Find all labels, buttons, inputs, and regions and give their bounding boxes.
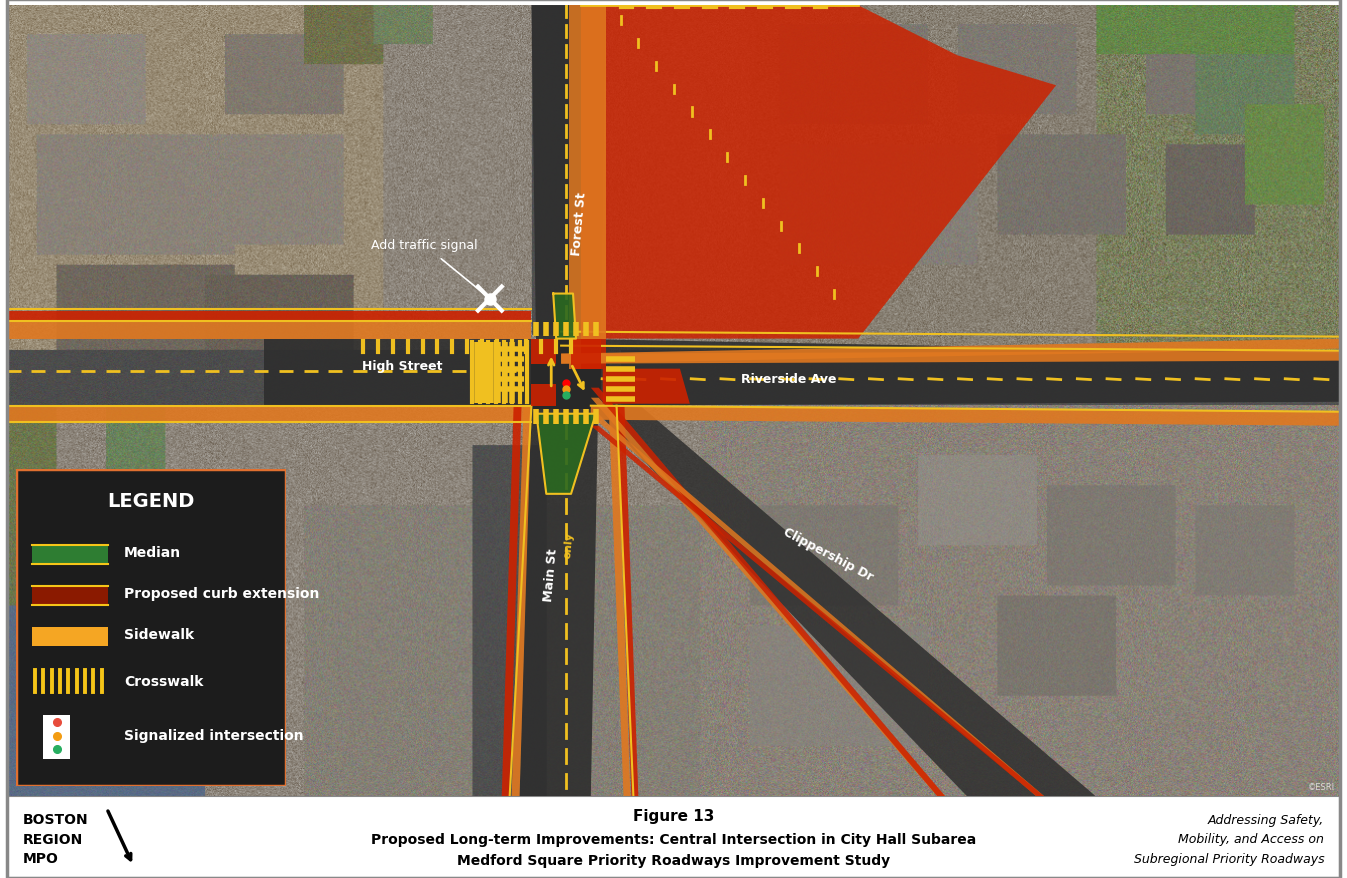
Polygon shape	[7, 407, 532, 422]
Polygon shape	[520, 374, 599, 796]
Polygon shape	[571, 339, 601, 370]
Text: ©ESRI: ©ESRI	[1308, 782, 1335, 791]
Text: LEGEND: LEGEND	[108, 492, 194, 511]
Polygon shape	[591, 426, 1044, 796]
Text: Addressing Safety,: Addressing Safety,	[1208, 813, 1324, 825]
Bar	[32, 586, 108, 605]
Text: only: only	[563, 530, 575, 558]
Polygon shape	[532, 6, 606, 374]
Polygon shape	[501, 407, 521, 796]
FancyBboxPatch shape	[16, 470, 286, 786]
Polygon shape	[536, 414, 595, 494]
Polygon shape	[568, 6, 581, 370]
Text: Medford Square Priority Roadways Improvement Study: Medford Square Priority Roadways Improve…	[457, 853, 890, 867]
Polygon shape	[591, 407, 1340, 426]
Bar	[43, 715, 70, 759]
Text: MPO: MPO	[23, 852, 59, 866]
Polygon shape	[562, 339, 1340, 364]
Polygon shape	[609, 407, 630, 796]
Text: REGION: REGION	[23, 831, 84, 846]
Text: Signalized intersection: Signalized intersection	[124, 728, 303, 742]
Polygon shape	[554, 294, 577, 339]
Text: High Street: High Street	[362, 360, 443, 373]
Polygon shape	[512, 407, 532, 796]
Text: BOSTON: BOSTON	[23, 812, 89, 826]
Polygon shape	[264, 339, 562, 407]
Text: Proposed Long-term Improvements: Central Intersection in City Hall Subarea: Proposed Long-term Improvements: Central…	[370, 831, 977, 846]
Polygon shape	[7, 311, 532, 321]
Text: Forest St: Forest St	[570, 192, 589, 256]
Text: Proposed curb extension: Proposed curb extension	[124, 586, 319, 600]
Polygon shape	[532, 385, 556, 407]
Bar	[532, 339, 601, 409]
Polygon shape	[591, 407, 1095, 796]
Bar	[32, 545, 108, 564]
Polygon shape	[602, 370, 690, 404]
Text: Main St: Main St	[543, 547, 560, 601]
Text: Clippership Dr: Clippership Dr	[781, 525, 876, 583]
Polygon shape	[606, 6, 1056, 339]
Polygon shape	[591, 388, 946, 796]
Text: Sidewalk: Sidewalk	[124, 627, 194, 641]
Polygon shape	[581, 6, 606, 370]
Text: Mobility, and Access on: Mobility, and Access on	[1179, 832, 1324, 846]
Text: Riverside Ave: Riverside Ave	[741, 373, 836, 385]
Polygon shape	[562, 351, 1340, 364]
Bar	[32, 627, 108, 646]
Polygon shape	[7, 321, 532, 339]
Text: Median: Median	[124, 545, 180, 559]
Polygon shape	[591, 399, 946, 796]
Polygon shape	[617, 407, 638, 796]
Text: Figure 13: Figure 13	[633, 809, 714, 824]
Polygon shape	[532, 339, 556, 364]
Text: Add traffic signal: Add traffic signal	[370, 239, 488, 298]
Polygon shape	[562, 339, 1347, 407]
Polygon shape	[591, 416, 1044, 796]
Text: Subregional Priority Roadways: Subregional Priority Roadways	[1134, 852, 1324, 865]
Polygon shape	[581, 6, 606, 339]
Text: Crosswalk: Crosswalk	[124, 674, 203, 688]
